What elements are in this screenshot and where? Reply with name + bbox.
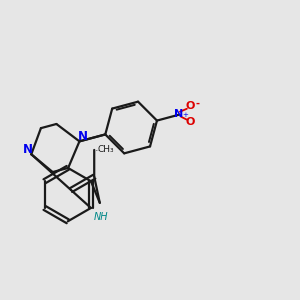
Text: N: N (77, 130, 87, 143)
Text: CH₃: CH₃ (97, 146, 114, 154)
Text: O: O (185, 101, 194, 111)
Text: +: + (182, 112, 188, 118)
Text: N: N (23, 143, 33, 156)
Text: methyl: methyl (96, 150, 101, 151)
Text: O: O (185, 117, 194, 127)
Text: -: - (196, 99, 200, 109)
Text: N: N (174, 109, 184, 119)
Text: NH: NH (94, 212, 108, 222)
